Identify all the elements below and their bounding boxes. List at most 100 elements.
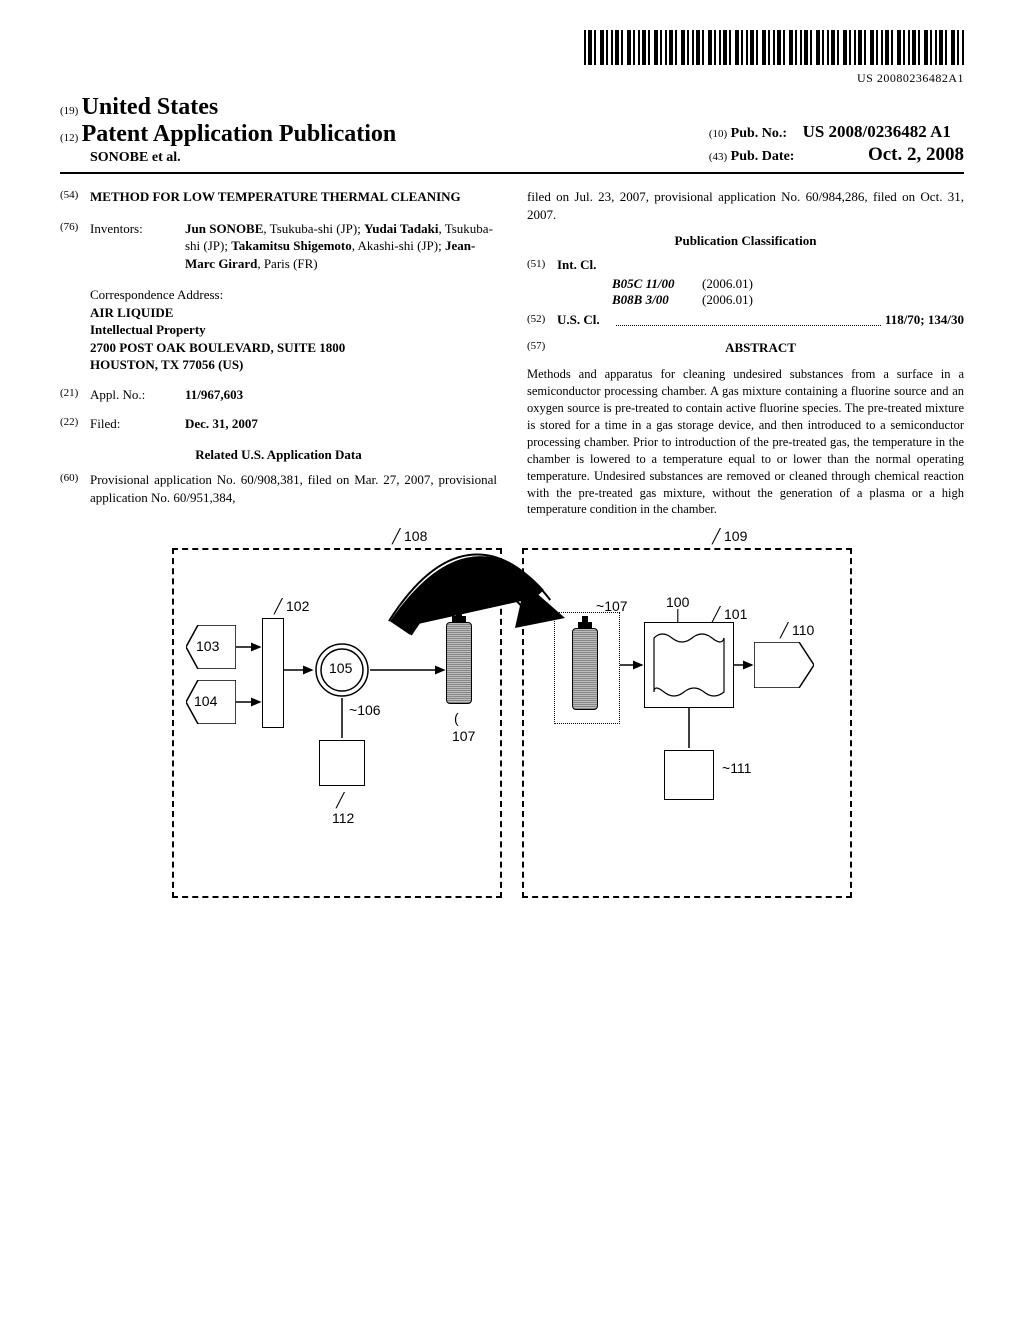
pubdate-label: Pub. Date: [731,149,795,164]
header-rule [60,172,964,174]
label-103: 103 [196,638,219,654]
applno-value: 11/967,603 [185,386,497,404]
header-right: (10) Pub. No.: US 2008/0236482 A1 (43) P… [709,122,964,166]
abstract-text: Methods and apparatus for cleaning undes… [527,366,964,518]
tick-107a: ( [454,710,459,726]
uscl-label: U.S. Cl. [557,312,612,329]
filed-label: Filed: [90,415,185,433]
code-10: (10) [709,128,727,140]
abstract-label: ABSTRACT [557,339,964,357]
wavy-100-icon [652,630,726,700]
label-101: 101 [724,606,747,622]
label-104: 104 [194,693,217,709]
code-12: (12) [60,132,78,144]
tick-101: ╱ [712,606,720,623]
label-107b: ~107 [596,598,628,614]
code-54: (54) [60,188,90,206]
pubtype-line: (12) Patent Application Publication [60,121,396,148]
label-106: ~106 [349,702,381,718]
tick-109: ╱ [712,528,720,545]
header-row: (19) United States (12) Patent Applicati… [60,94,964,166]
pubdate: Oct. 2, 2008 [868,144,964,165]
code-76: (76) [60,220,90,273]
related-row: (60) Provisional application No. 60/908,… [60,471,497,506]
country-line: (19) United States [60,94,396,121]
pubno-label: Pub. No.: [731,126,787,141]
intcl-label: Int. Cl. [557,257,612,274]
label-105: 105 [329,660,352,676]
applno-row: (21) Appl. No.: 11/967,603 [60,386,497,404]
body-columns: (54) METHOD FOR LOW TEMPERATURE THERMAL … [60,188,964,518]
figure-box-108: 108 ╱ 103 104 102 ╱ 105 ~106 112 ╱ [172,548,502,898]
title-row: (54) METHOD FOR LOW TEMPERATURE THERMAL … [60,188,497,206]
pubno: US 2008/0236482 A1 [803,122,951,141]
code-52: (52) [527,312,557,329]
intcl-entry-1: B08B 3/00 (2006.01) [612,292,964,308]
uscl-row: (52) U.S. Cl. 118/70; 134/30 [527,312,964,329]
intcl-name-0: B05C 11/00 [612,276,702,292]
abstract-header-row: (57) ABSTRACT [527,339,964,357]
pub-type: Patent Application Publication [82,121,397,147]
shape-110 [754,642,814,688]
intcl-entry-0: B05C 11/00 (2006.01) [612,276,964,292]
left-column: (54) METHOD FOR LOW TEMPERATURE THERMAL … [60,188,497,518]
label-109: 109 [724,528,747,544]
code-60: (60) [60,471,90,506]
authors-line: SONOBE et al. [90,150,396,166]
correspondence-heading: Correspondence Address: [90,286,497,304]
label-110: 110 [792,622,814,638]
label-107a: 107 [452,728,475,744]
tick-100: | [676,606,680,622]
code-19: (19) [60,105,78,117]
label-112: 112 [332,810,354,826]
intcl-year-1: (2006.01) [702,292,753,308]
figure-box-109: 109 ╱ ~107 100 | 101 ╱ 110 ╱ ~111 [522,548,852,898]
code-57: (57) [527,339,557,357]
correspondence-block: Correspondence Address: AIR LIQUIDE Inte… [90,286,497,374]
filed-row: (22) Filed: Dec. 31, 2007 [60,415,497,433]
classification-header: Publication Classification [527,233,964,249]
uscl-dots [616,312,881,326]
pubno-line: (10) Pub. No.: US 2008/0236482 A1 [709,122,964,142]
shape-107b [572,628,598,710]
code-51: (51) [527,257,557,274]
tick-102: ╱ [274,598,282,615]
intcl-name-1: B08B 3/00 [612,292,702,308]
shape-102 [262,618,284,728]
code-21: (21) [60,386,90,404]
corr-line-0: AIR LIQUIDE [90,304,497,322]
valve-107b-icon [576,616,594,630]
shape-107a [446,622,472,704]
related-text-right: filed on Jul. 23, 2007, provisional appl… [527,188,964,223]
code-43: (43) [709,151,727,163]
inventors-label: Inventors: [90,220,185,273]
barcode-text: US 20080236482A1 [60,71,964,86]
figure-area: 108 ╱ 103 104 102 ╱ 105 ~106 112 ╱ [60,548,964,898]
tick-108: ╱ [392,528,400,545]
uscl-value: 118/70; 134/30 [885,312,964,329]
related-header: Related U.S. Application Data [60,447,497,463]
title-value: METHOD FOR LOW TEMPERATURE THERMAL CLEAN… [90,188,497,206]
intcl-year-0: (2006.01) [702,276,753,292]
related-text-left: Provisional application No. 60/908,381, … [90,471,497,506]
code-22: (22) [60,415,90,433]
inventors-row: (76) Inventors: Jun SONOBE, Tsukuba-shi … [60,220,497,273]
corr-line-3: HOUSTON, TX 77056 (US) [90,356,497,374]
shape-112 [319,740,365,786]
tick-110: ╱ [780,622,788,639]
pubdate-line: (43) Pub. Date: Oct. 2, 2008 [709,144,964,166]
tick-112: ╱ [336,792,344,809]
filed-value: Dec. 31, 2007 [185,415,497,433]
barcode-graphic [584,30,964,65]
header-left: (19) United States (12) Patent Applicati… [60,94,396,166]
shape-111 [664,750,714,800]
corr-line-2: 2700 POST OAK BOULEVARD, SUITE 1800 [90,339,497,357]
corr-line-1: Intellectual Property [90,321,497,339]
applno-label: Appl. No.: [90,386,185,404]
country: United States [82,94,219,120]
label-102: 102 [286,598,309,614]
barcode-area: US 20080236482A1 [60,30,964,86]
inventors-value: Jun SONOBE, Tsukuba-shi (JP); Yudai Tada… [185,220,497,273]
label-108: 108 [404,528,427,544]
label-111: ~111 [722,760,751,776]
